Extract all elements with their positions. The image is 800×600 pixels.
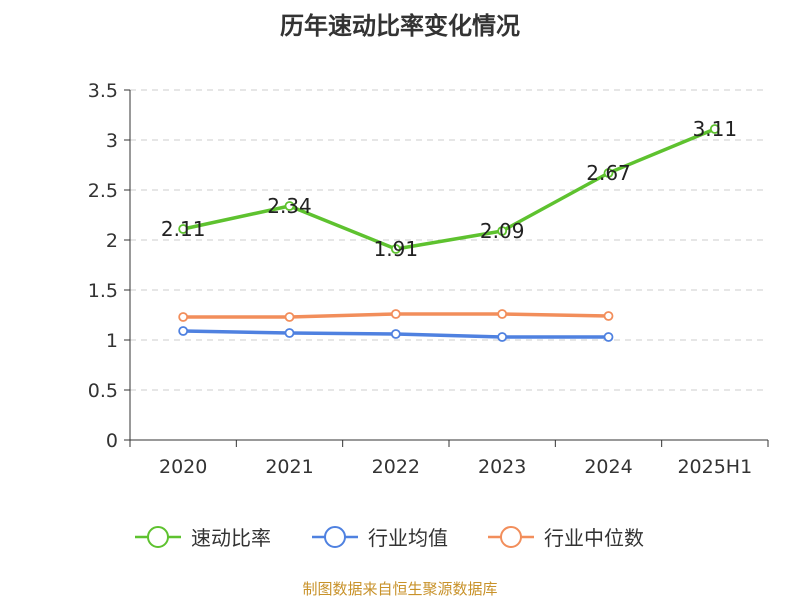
x-tick-label: 2025H1 (677, 456, 752, 478)
data-point (497, 226, 508, 236)
legend-circle-icon (147, 526, 169, 548)
y-tick-label: 2 (106, 230, 118, 252)
data-point (178, 326, 189, 336)
y-tick-label: 1 (106, 330, 118, 352)
series-line (181, 127, 717, 251)
y-tick-label: 0.5 (88, 380, 118, 402)
legend[interactable]: 速动比率 行业均值 行业中位数 (135, 526, 644, 550)
data-point (284, 312, 295, 322)
chart-title: 历年速动比率变化情况 (280, 12, 520, 40)
x-tick-label: 2023 (478, 456, 526, 478)
data-label: 2.11 (161, 217, 206, 241)
data-label: 2.67 (586, 161, 631, 185)
y-tick-label: 0 (106, 430, 118, 452)
data-point (497, 309, 508, 319)
data-point (178, 312, 189, 322)
legend-label: 行业中位数 (544, 526, 644, 550)
legend-circle-icon (324, 526, 346, 548)
source-note: 制图数据来自恒生聚源数据库 (302, 580, 498, 598)
legend-item[interactable]: 行业均值 (312, 526, 448, 550)
legend-item[interactable]: 行业中位数 (488, 526, 644, 550)
x-tick-label: 2022 (372, 456, 420, 478)
legend-circle-icon (500, 526, 522, 548)
data-label: 1.91 (374, 237, 419, 261)
x-tick-label: 2024 (584, 456, 632, 478)
data-point (284, 201, 295, 211)
data-point (603, 332, 614, 342)
data-point (390, 329, 401, 339)
y-tick-label: 3.5 (88, 80, 118, 102)
data-point (603, 168, 614, 178)
data-labels: 2.11 2.34 1.91 2.09 2.67 3.11 (161, 117, 737, 261)
y-tick-label: 1.5 (88, 280, 118, 302)
data-point (390, 244, 401, 254)
x-tick-label: 2021 (265, 456, 313, 478)
data-label: 3.11 (693, 117, 738, 141)
data-label: 2.34 (267, 194, 312, 218)
y-tick-label: 3 (106, 130, 118, 152)
legend-item[interactable]: 速动比率 (135, 526, 271, 550)
data-point (390, 309, 401, 319)
y-tick-label: 2.5 (88, 180, 118, 202)
legend-label: 行业均值 (368, 526, 448, 550)
x-tick-label: 2020 (159, 456, 207, 478)
data-point (603, 311, 614, 321)
axes: 0 0.5 1 1.5 2 2.5 3 3.5 2020 2021 2022 2023 2024 2025… (88, 80, 769, 478)
data-point (178, 224, 189, 234)
data-point (709, 124, 720, 134)
data-point (284, 328, 295, 338)
data-label: 2.09 (480, 219, 525, 243)
legend-label: 速动比率 (191, 526, 271, 550)
data-point (497, 332, 508, 342)
series (178, 124, 720, 342)
